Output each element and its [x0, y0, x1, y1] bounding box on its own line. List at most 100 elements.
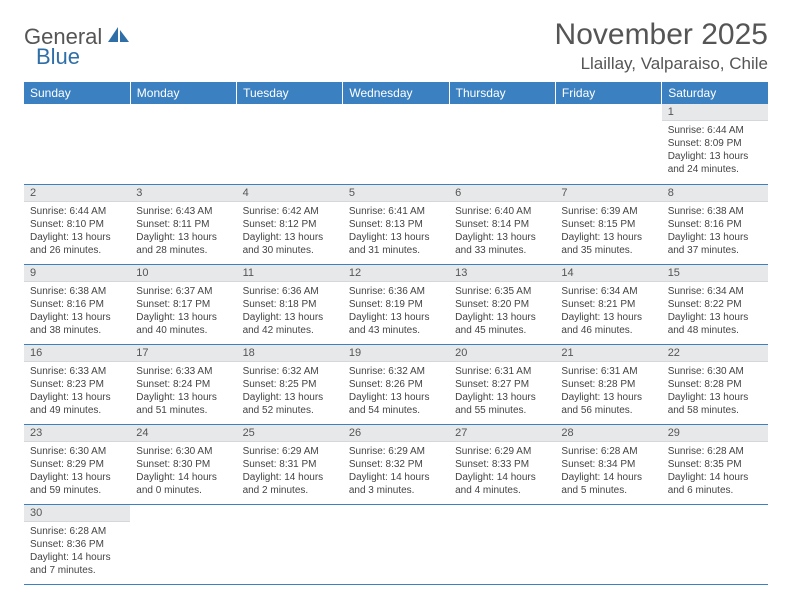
- calendar-cell: 13Sunrise: 6:35 AMSunset: 8:20 PMDayligh…: [449, 264, 555, 344]
- header: General November 2025 Llaillay, Valparai…: [24, 18, 768, 74]
- calendar-cell: 20Sunrise: 6:31 AMSunset: 8:27 PMDayligh…: [449, 344, 555, 424]
- calendar-cell: [130, 504, 236, 584]
- day-content: Sunrise: 6:30 AMSunset: 8:29 PMDaylight:…: [24, 442, 130, 501]
- day-content: Sunrise: 6:28 AMSunset: 8:36 PMDaylight:…: [24, 522, 130, 581]
- calendar-cell: 14Sunrise: 6:34 AMSunset: 8:21 PMDayligh…: [555, 264, 661, 344]
- day-number: 9: [24, 265, 130, 282]
- calendar-cell: 27Sunrise: 6:29 AMSunset: 8:33 PMDayligh…: [449, 424, 555, 504]
- day-content: Sunrise: 6:43 AMSunset: 8:11 PMDaylight:…: [130, 202, 236, 261]
- day-content: Sunrise: 6:44 AMSunset: 8:09 PMDaylight:…: [662, 121, 768, 180]
- calendar-cell: [343, 504, 449, 584]
- calendar-cell: [24, 104, 130, 184]
- day-number: 4: [237, 185, 343, 202]
- day-header: Friday: [555, 82, 661, 104]
- day-content: Sunrise: 6:31 AMSunset: 8:27 PMDaylight:…: [449, 362, 555, 421]
- day-content: Sunrise: 6:41 AMSunset: 8:13 PMDaylight:…: [343, 202, 449, 261]
- day-header: Saturday: [662, 82, 768, 104]
- day-number: 30: [24, 505, 130, 522]
- day-number: 21: [555, 345, 661, 362]
- calendar-row: 9Sunrise: 6:38 AMSunset: 8:16 PMDaylight…: [24, 264, 768, 344]
- day-number: 12: [343, 265, 449, 282]
- calendar-body: 1Sunrise: 6:44 AMSunset: 8:09 PMDaylight…: [24, 104, 768, 584]
- calendar-cell: 16Sunrise: 6:33 AMSunset: 8:23 PMDayligh…: [24, 344, 130, 424]
- day-content: Sunrise: 6:33 AMSunset: 8:24 PMDaylight:…: [130, 362, 236, 421]
- location: Llaillay, Valparaiso, Chile: [555, 54, 768, 74]
- day-number: 2: [24, 185, 130, 202]
- day-content: Sunrise: 6:29 AMSunset: 8:33 PMDaylight:…: [449, 442, 555, 501]
- calendar-cell: 25Sunrise: 6:29 AMSunset: 8:31 PMDayligh…: [237, 424, 343, 504]
- calendar-cell: 6Sunrise: 6:40 AMSunset: 8:14 PMDaylight…: [449, 184, 555, 264]
- calendar-cell: 15Sunrise: 6:34 AMSunset: 8:22 PMDayligh…: [662, 264, 768, 344]
- calendar-cell: [237, 104, 343, 184]
- calendar-cell: [343, 104, 449, 184]
- day-content: Sunrise: 6:30 AMSunset: 8:30 PMDaylight:…: [130, 442, 236, 501]
- calendar-row: 2Sunrise: 6:44 AMSunset: 8:10 PMDaylight…: [24, 184, 768, 264]
- title-block: November 2025 Llaillay, Valparaiso, Chil…: [555, 18, 768, 74]
- day-content: Sunrise: 6:44 AMSunset: 8:10 PMDaylight:…: [24, 202, 130, 261]
- day-number: 14: [555, 265, 661, 282]
- calendar-cell: [449, 504, 555, 584]
- calendar-cell: 10Sunrise: 6:37 AMSunset: 8:17 PMDayligh…: [130, 264, 236, 344]
- day-content: Sunrise: 6:37 AMSunset: 8:17 PMDaylight:…: [130, 282, 236, 341]
- day-number: 1: [662, 104, 768, 121]
- calendar-row: 1Sunrise: 6:44 AMSunset: 8:09 PMDaylight…: [24, 104, 768, 184]
- day-content: Sunrise: 6:38 AMSunset: 8:16 PMDaylight:…: [24, 282, 130, 341]
- day-number: 11: [237, 265, 343, 282]
- calendar-cell: 24Sunrise: 6:30 AMSunset: 8:30 PMDayligh…: [130, 424, 236, 504]
- day-number: 19: [343, 345, 449, 362]
- day-content: Sunrise: 6:29 AMSunset: 8:31 PMDaylight:…: [237, 442, 343, 501]
- day-number: 23: [24, 425, 130, 442]
- day-number: 20: [449, 345, 555, 362]
- calendar-cell: [662, 504, 768, 584]
- day-number: 15: [662, 265, 768, 282]
- day-number: 5: [343, 185, 449, 202]
- day-content: Sunrise: 6:36 AMSunset: 8:19 PMDaylight:…: [343, 282, 449, 341]
- calendar-row: 30Sunrise: 6:28 AMSunset: 8:36 PMDayligh…: [24, 504, 768, 584]
- calendar-cell: 22Sunrise: 6:30 AMSunset: 8:28 PMDayligh…: [662, 344, 768, 424]
- sail-icon: [106, 25, 132, 50]
- day-header: Tuesday: [237, 82, 343, 104]
- day-header: Monday: [130, 82, 236, 104]
- day-header: Wednesday: [343, 82, 449, 104]
- day-number: 24: [130, 425, 236, 442]
- day-header: Sunday: [24, 82, 130, 104]
- calendar-cell: 12Sunrise: 6:36 AMSunset: 8:19 PMDayligh…: [343, 264, 449, 344]
- calendar-cell: 5Sunrise: 6:41 AMSunset: 8:13 PMDaylight…: [343, 184, 449, 264]
- day-number: 6: [449, 185, 555, 202]
- day-number: 7: [555, 185, 661, 202]
- day-content: Sunrise: 6:42 AMSunset: 8:12 PMDaylight:…: [237, 202, 343, 261]
- day-content: Sunrise: 6:34 AMSunset: 8:21 PMDaylight:…: [555, 282, 661, 341]
- day-content: Sunrise: 6:33 AMSunset: 8:23 PMDaylight:…: [24, 362, 130, 421]
- day-number: 18: [237, 345, 343, 362]
- calendar-cell: 1Sunrise: 6:44 AMSunset: 8:09 PMDaylight…: [662, 104, 768, 184]
- calendar-cell: 7Sunrise: 6:39 AMSunset: 8:15 PMDaylight…: [555, 184, 661, 264]
- day-content: Sunrise: 6:29 AMSunset: 8:32 PMDaylight:…: [343, 442, 449, 501]
- calendar-cell: 26Sunrise: 6:29 AMSunset: 8:32 PMDayligh…: [343, 424, 449, 504]
- day-content: Sunrise: 6:28 AMSunset: 8:34 PMDaylight:…: [555, 442, 661, 501]
- day-content: Sunrise: 6:34 AMSunset: 8:22 PMDaylight:…: [662, 282, 768, 341]
- calendar-cell: [555, 104, 661, 184]
- day-content: Sunrise: 6:38 AMSunset: 8:16 PMDaylight:…: [662, 202, 768, 261]
- day-content: Sunrise: 6:32 AMSunset: 8:26 PMDaylight:…: [343, 362, 449, 421]
- calendar-cell: [449, 104, 555, 184]
- day-content: Sunrise: 6:28 AMSunset: 8:35 PMDaylight:…: [662, 442, 768, 501]
- day-number: 25: [237, 425, 343, 442]
- calendar-cell: 29Sunrise: 6:28 AMSunset: 8:35 PMDayligh…: [662, 424, 768, 504]
- calendar-cell: 23Sunrise: 6:30 AMSunset: 8:29 PMDayligh…: [24, 424, 130, 504]
- calendar-cell: 30Sunrise: 6:28 AMSunset: 8:36 PMDayligh…: [24, 504, 130, 584]
- day-number: 8: [662, 185, 768, 202]
- day-header-row: SundayMondayTuesdayWednesdayThursdayFrid…: [24, 82, 768, 104]
- day-number: 22: [662, 345, 768, 362]
- day-number: 29: [662, 425, 768, 442]
- day-content: Sunrise: 6:31 AMSunset: 8:28 PMDaylight:…: [555, 362, 661, 421]
- calendar-cell: [130, 104, 236, 184]
- day-number: 3: [130, 185, 236, 202]
- calendar-cell: 11Sunrise: 6:36 AMSunset: 8:18 PMDayligh…: [237, 264, 343, 344]
- calendar-cell: 8Sunrise: 6:38 AMSunset: 8:16 PMDaylight…: [662, 184, 768, 264]
- day-content: Sunrise: 6:40 AMSunset: 8:14 PMDaylight:…: [449, 202, 555, 261]
- calendar-cell: 28Sunrise: 6:28 AMSunset: 8:34 PMDayligh…: [555, 424, 661, 504]
- day-content: Sunrise: 6:36 AMSunset: 8:18 PMDaylight:…: [237, 282, 343, 341]
- day-content: Sunrise: 6:30 AMSunset: 8:28 PMDaylight:…: [662, 362, 768, 421]
- calendar-cell: 19Sunrise: 6:32 AMSunset: 8:26 PMDayligh…: [343, 344, 449, 424]
- calendar-row: 23Sunrise: 6:30 AMSunset: 8:29 PMDayligh…: [24, 424, 768, 504]
